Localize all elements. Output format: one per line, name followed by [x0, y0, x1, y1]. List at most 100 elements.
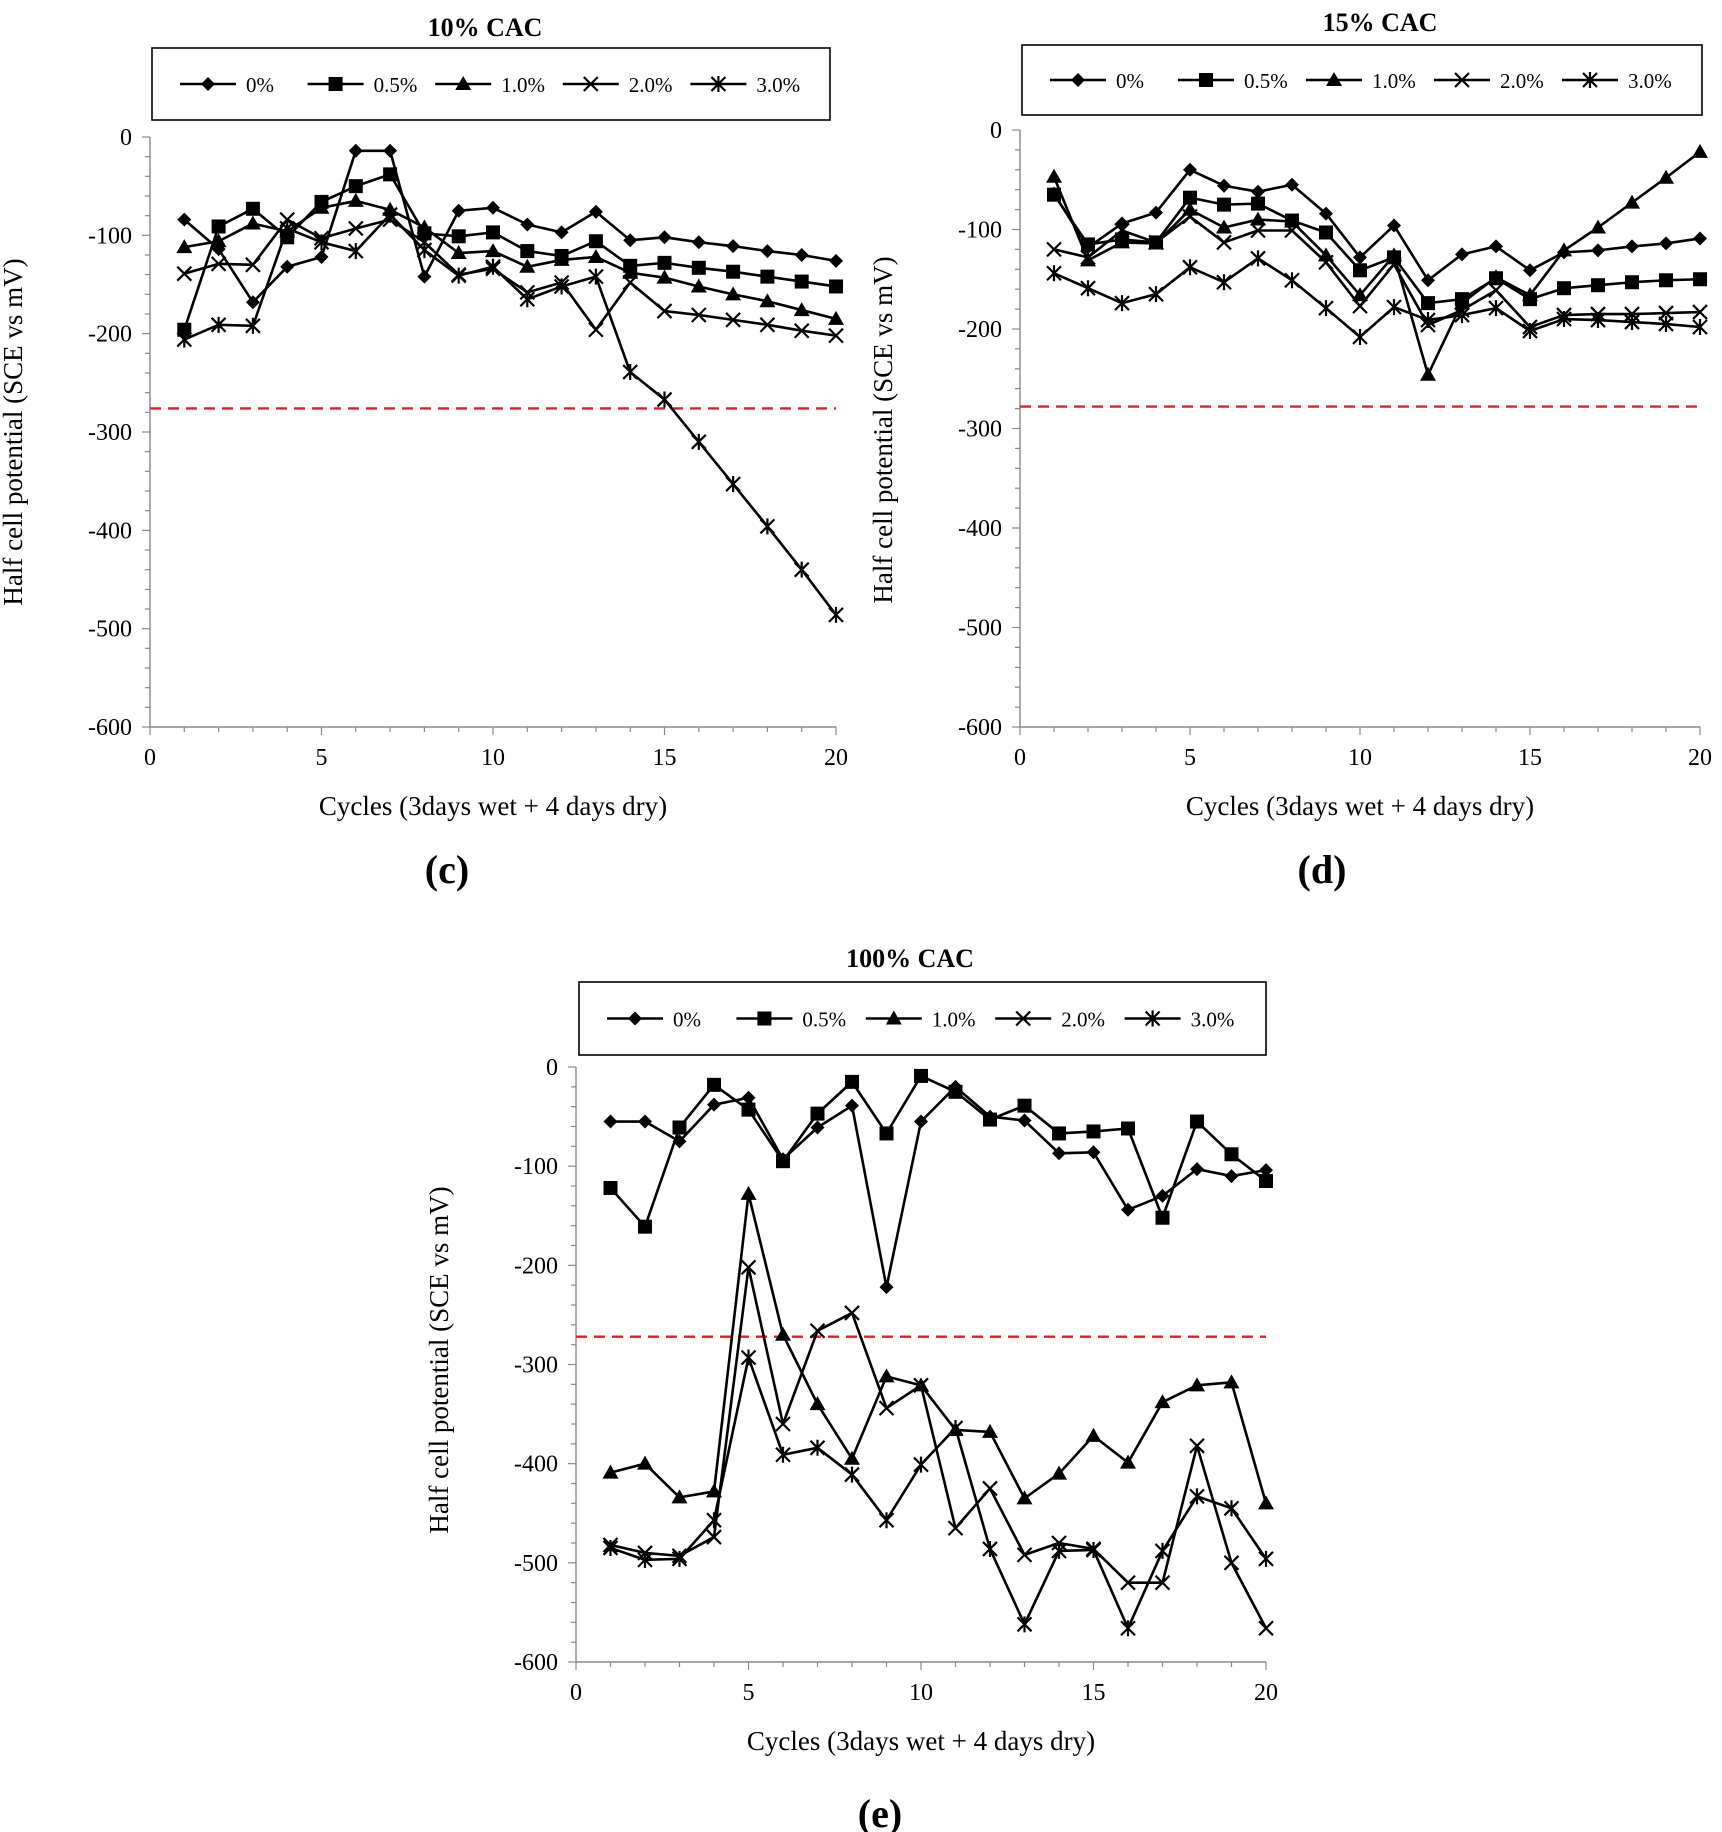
data-point: [845, 1074, 859, 1089]
data-point: [1016, 1547, 1033, 1563]
data-point: [656, 269, 673, 284]
data-point: [1216, 274, 1232, 291]
legend-label: 2.0%: [1061, 1008, 1105, 1032]
data-point: [1489, 239, 1503, 254]
y-tick-label: -400: [88, 518, 132, 544]
data-point: [1251, 184, 1265, 199]
data-point: [1353, 263, 1367, 278]
series-3-0pct: [176, 206, 844, 623]
data-point: [1488, 300, 1504, 317]
data-point: [1454, 307, 1470, 324]
x-tick-label: 10: [1348, 745, 1372, 771]
data-point: [1523, 263, 1537, 278]
data-point: [1216, 219, 1232, 234]
x-tick-label: 0: [1014, 745, 1026, 771]
data-point: [176, 239, 193, 254]
data-point: [637, 1551, 653, 1568]
data-point: [706, 1483, 722, 1498]
data-point: [1284, 213, 1300, 228]
legend-item: 3.0%: [690, 73, 800, 97]
data-point: [1624, 314, 1640, 331]
data-point: [210, 256, 227, 272]
data-point: [1251, 196, 1265, 211]
data-point: [1693, 272, 1707, 287]
data-point: [828, 327, 844, 344]
data-point: [793, 561, 810, 578]
data-point: [1081, 237, 1095, 252]
y-tick-label: -100: [88, 223, 132, 249]
x-tick-label: 15: [1082, 1680, 1106, 1706]
data-point: [1224, 1147, 1239, 1162]
data-point: [1387, 218, 1401, 233]
data-point: [1120, 1574, 1136, 1591]
data-point: [1155, 1188, 1170, 1203]
y-tick-label: -200: [514, 1253, 558, 1279]
data-point: [314, 249, 329, 264]
data-point: [417, 269, 432, 284]
data-point: [1284, 222, 1300, 239]
y-tick-label: -300: [514, 1353, 558, 1379]
data-point: [1182, 208, 1198, 225]
data-point: [588, 268, 604, 285]
y-tick-label: -200: [958, 317, 1002, 343]
x-tick-label: 5: [1184, 745, 1196, 771]
data-point: [1114, 234, 1130, 249]
y-tick-label: 0: [990, 118, 1002, 144]
data-point: [1659, 236, 1673, 251]
y-tick-label: -600: [88, 715, 132, 741]
legend-item: 3.0%: [1562, 69, 1672, 93]
data-point: [671, 1550, 688, 1567]
data-point: [1217, 197, 1231, 212]
legend-marker-diamond: [201, 77, 215, 91]
data-point: [1114, 295, 1130, 312]
legend-marker-triangle: [455, 76, 472, 90]
legend-marker-x: [1454, 72, 1470, 88]
data-point: [211, 219, 226, 234]
data-point: [1017, 1098, 1032, 1113]
legend-item: 0%: [1050, 69, 1144, 93]
x-axis-label: Cycles (3days wet + 4 days dry): [319, 791, 667, 821]
data-point: [1016, 1616, 1033, 1633]
data-point: [1114, 222, 1130, 239]
data-point: [1086, 1145, 1101, 1160]
data-point: [383, 167, 398, 182]
data-point: [657, 230, 672, 245]
legend-label: 1.0%: [1372, 69, 1416, 93]
data-point: [623, 233, 638, 248]
data-point: [1182, 259, 1198, 276]
panel-label: (c): [425, 847, 469, 892]
data-point: [1658, 305, 1674, 321]
legend-item: 2.0%: [995, 1008, 1105, 1032]
data-point: [519, 258, 536, 273]
data-point: [1421, 296, 1435, 311]
data-point: [1420, 366, 1436, 381]
data-point: [451, 229, 466, 244]
legend-marker-asterisk: [1582, 72, 1598, 88]
series-line: [610, 1356, 1268, 1630]
data-point: [1625, 239, 1639, 254]
legend-marker-diamond: [628, 1011, 642, 1026]
data-point: [313, 234, 330, 251]
data-point: [588, 204, 603, 219]
data-point: [280, 259, 295, 274]
data-point: [1319, 206, 1333, 221]
data-point: [828, 310, 844, 325]
data-point: [691, 307, 707, 323]
data-point: [829, 279, 843, 294]
x-tick-label: 10: [481, 745, 505, 771]
data-point: [1149, 205, 1163, 220]
legend: 0% 0.5% 1.0% 2.0% 3.0%: [1021, 44, 1703, 116]
data-point: [602, 1464, 619, 1479]
data-point: [671, 1489, 688, 1504]
data-point: [878, 1512, 895, 1529]
chart-title: 100% CAC: [846, 944, 974, 973]
legend-label: 1.0%: [932, 1008, 976, 1032]
data-point: [844, 1450, 860, 1465]
data-point: [1250, 222, 1266, 239]
data-point: [1352, 298, 1368, 314]
data-point: [657, 255, 672, 270]
y-axis-label: Half cell potential (SCE vs mV): [0, 258, 28, 605]
data-point: [1590, 312, 1606, 329]
data-point: [760, 269, 775, 284]
